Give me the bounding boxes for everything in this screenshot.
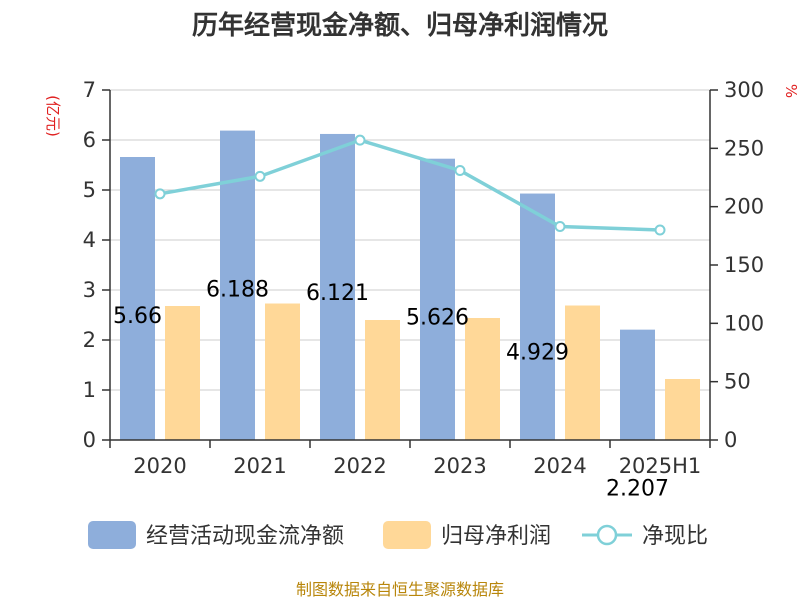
gridlines — [110, 89, 710, 391]
x-tick-label: 2025H1 — [619, 454, 702, 478]
x-tick-label: 2023 — [433, 454, 486, 478]
cash-flow-data-label: 5.66 — [113, 304, 162, 329]
left-tick-label: 1 — [83, 378, 96, 402]
bar-cash-flow — [620, 329, 655, 440]
left-tick-label: 7 — [83, 78, 96, 102]
bar-net-profit — [465, 318, 500, 440]
x-tick-label: 2020 — [133, 454, 186, 478]
left-tick-label: 4 — [83, 228, 96, 252]
cash-flow-data-label: 6.121 — [306, 281, 369, 306]
x-tick-label: 2021 — [233, 454, 286, 478]
legend-swatch-cash-flow — [88, 521, 136, 549]
bar-net-profit — [165, 306, 200, 440]
cash-ratio-point — [554, 221, 566, 232]
cash-flow-data-label: 2.207 — [606, 477, 669, 502]
bar-net-profit — [265, 303, 300, 440]
cash-ratio-point — [254, 170, 266, 182]
left-tick-label: 6 — [83, 128, 96, 152]
legend-swatch-net-profit — [383, 521, 431, 549]
right-axis-unit: % — [782, 84, 800, 98]
source-note: 制图数据来自恒生聚源数据库 — [296, 580, 504, 599]
cash-flow-data-label: 5.626 — [406, 306, 469, 331]
bar-net-profit — [365, 320, 400, 440]
left-tick-label: 5 — [83, 178, 96, 202]
right-tick-label: 200 — [724, 195, 764, 219]
bar-cash-flow — [420, 158, 455, 440]
cash-ratio-point — [654, 224, 666, 236]
legend-label-cash-ratio: 净现比 — [642, 524, 708, 549]
left-tick-label: 3 — [83, 278, 96, 302]
legend: 经营活动现金流净额 归母净利润 净现比 — [88, 521, 708, 549]
bar-cash-flow — [520, 193, 555, 440]
cash-ratio-point — [354, 134, 366, 146]
data-label-layer: 5.66 6.188 6.121 5.626 4.929 2.207 — [113, 278, 669, 502]
axes-layer: 0 1 2 3 4 5 6 7 0 50 100 150 200 250 300 2020 2021 2022 20… — [83, 78, 764, 478]
bar-net-profit — [565, 305, 600, 440]
right-tick-label: 0 — [724, 428, 737, 452]
right-tick-label: 250 — [724, 136, 764, 160]
legend-label-cash-flow: 经营活动现金流净额 — [146, 524, 344, 549]
right-tick-label: 100 — [724, 311, 764, 335]
x-tick-label: 2022 — [333, 454, 386, 478]
line-layer — [154, 134, 666, 236]
bar-cash-flow — [320, 133, 355, 440]
cash-flow-data-label: 4.929 — [506, 341, 569, 366]
cash-ratio-line — [159, 138, 661, 232]
left-tick-label: 2 — [83, 328, 96, 352]
legend-marker-cash-ratio — [596, 524, 618, 546]
x-tick-label: 2024 — [533, 454, 586, 478]
chart-title: 历年经营现金净额、归母净利润情况 — [192, 10, 608, 41]
left-axis-unit: (亿元) — [44, 95, 62, 137]
right-tick-label: 150 — [724, 253, 764, 277]
cash-ratio-point — [154, 188, 166, 200]
cash-flow-data-label: 6.188 — [206, 278, 269, 303]
left-tick-label: 0 — [83, 428, 96, 452]
right-tick-label: 50 — [724, 370, 751, 394]
bar-net-profit — [665, 379, 700, 440]
cash-ratio-point — [454, 165, 466, 176]
right-tick-label: 300 — [724, 78, 764, 102]
bar-cash-flow — [120, 157, 155, 440]
legend-label-net-profit: 归母净利润 — [441, 524, 551, 549]
